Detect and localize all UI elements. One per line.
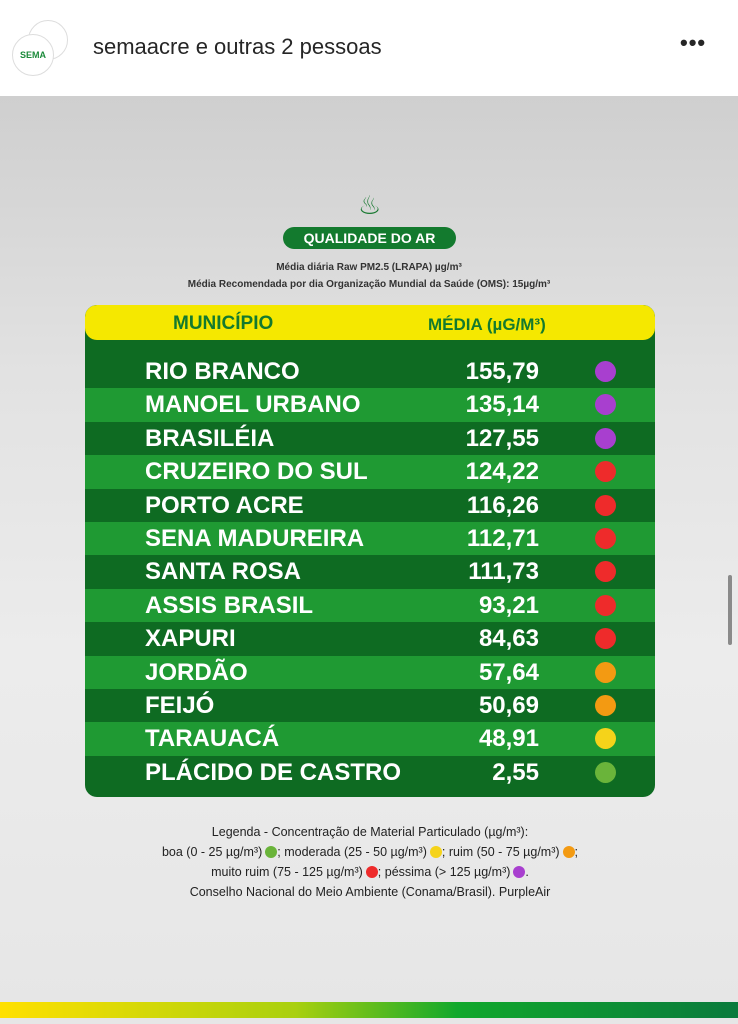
municipio-name: FEIJÓ (145, 691, 215, 719)
media-value: 155,79 (465, 358, 539, 385)
air-quality-badge: QUALIDADE DO AR (283, 227, 456, 249)
municipio-name: CRUZEIRO DO SUL (145, 458, 368, 486)
legend-line-3: muito ruim (75 - 125 µg/m³) ; péssima (> … (90, 862, 650, 882)
legend-sep: ; (574, 845, 579, 859)
media-value: 50,69 (478, 691, 539, 719)
purple-dot-icon (513, 866, 526, 878)
municipio-name: PLÁCIDO DE CASTRO (145, 758, 402, 786)
table-row: PLÁCIDO DE CASTRO 2,55 (85, 756, 655, 789)
media-value: 135,14 (465, 391, 539, 419)
legend: Legenda - Concentração de Material Parti… (90, 822, 650, 902)
media-value: 2,55 (492, 758, 539, 786)
municipio-name: PORTO ACRE (145, 491, 304, 519)
status-dot-icon (595, 394, 616, 416)
municipio-name: BRASILÉIA (145, 424, 275, 452)
table-row: CRUZEIRO DO SUL 124,22 (85, 455, 655, 489)
municipio-name: ASSIS BRASIL (145, 591, 314, 619)
more-horizontal-icon[interactable]: ••• (680, 30, 707, 55)
table-row: TARAUACÁ 48,91 (85, 722, 655, 756)
legend-source: Conselho Nacional do Meio Ambiente (Cona… (189, 885, 551, 899)
table-row: MANOEL URBANO 135,14 (85, 388, 655, 422)
col-media: MÉDIA (µG/M³) (428, 315, 546, 334)
legend-pessima: ; péssima (> 125 µg/m³) (377, 865, 511, 879)
avatar-logo-text: SEMA (19, 50, 46, 60)
smoke-icon: ♨ (358, 190, 382, 220)
media-value: 127,55 (465, 424, 539, 452)
media-value: 124,22 (465, 458, 539, 486)
legend-moderada: ; moderada (25 - 50 µg/m³) (277, 845, 427, 859)
table-row: FEIJÓ 50,69 (85, 689, 655, 722)
media-value: 112,71 (466, 524, 539, 552)
status-dot-icon (595, 694, 616, 716)
table-row: XAPURI 84,63 (85, 622, 655, 655)
scrollbar[interactable] (728, 575, 732, 645)
green-dot-icon (265, 846, 278, 858)
status-dot-icon (595, 628, 616, 650)
table-body: RIO BRANCO 155,79 MANOEL URBANO 135,14 BRASI… (85, 355, 655, 789)
media-value: 48,91 (478, 725, 539, 753)
legend-muito-ruim: muito ruim (75 - 125 µg/m³) (211, 865, 363, 879)
legend-ruim: ; ruim (50 - 75 µg/m³) (441, 845, 560, 859)
legend-title: Legenda - Concentração de Material Parti… (211, 825, 529, 839)
table-row: BRASILÉIA 127,55 (85, 422, 655, 455)
table-row: PORTO ACRE 116,26 (85, 489, 655, 522)
media-value: 93,21 (478, 591, 539, 619)
table-row: SANTA ROSA 111,73 (85, 555, 655, 588)
table-row: RIO BRANCO 155,79 (85, 355, 655, 388)
subtitle-oms: Média Recomendada por dia Organização Mu… (187, 279, 551, 290)
orange-dot-icon (562, 846, 575, 858)
post-authors[interactable]: semaacre e outras 2 pessoas (93, 34, 382, 59)
media-value: 57,64 (478, 658, 539, 686)
legend-boa: boa (0 - 25 µg/m³) (161, 845, 263, 859)
status-dot-icon (595, 561, 616, 583)
municipio-name: RIO BRANCO (145, 358, 300, 385)
legend-line-2: boa (0 - 25 µg/m³) ; moderada (25 - 50 µg… (90, 842, 650, 862)
municipio-name: MANOEL URBANO (145, 391, 361, 419)
media-value: 116,26 (466, 491, 539, 519)
table-row: ASSIS BRASIL 93,21 (85, 588, 655, 623)
media-value: 111,73 (468, 558, 539, 586)
red-dot-icon (365, 866, 378, 878)
municipio-name: TARAUACÁ (145, 725, 280, 753)
status-dot-icon (595, 527, 616, 549)
municipio-name: SANTA ROSA (145, 558, 301, 586)
table-row: SENA MADUREIRA 112,71 (85, 521, 655, 556)
yellow-dot-icon (429, 846, 442, 858)
legend-end: . (525, 865, 529, 879)
gradient-footer-bar (0, 1002, 738, 1018)
col-municipio: MUNICÍPIO (173, 313, 274, 334)
status-dot-icon (595, 494, 616, 516)
media-value: 84,63 (478, 625, 539, 653)
sema-avatar[interactable]: SEMA (12, 34, 54, 76)
status-dot-icon (595, 427, 616, 449)
status-dot-icon (595, 361, 616, 382)
post-header: SEMA semaacre e outras 2 pessoas ••• (0, 0, 738, 96)
status-dot-icon (595, 728, 616, 750)
subtitle-pm25: Média diária Raw PM2.5 (LRAPA) µg/m³ (276, 262, 462, 273)
table-header: MUNICÍPIO MÉDIA (µG/M³) (85, 305, 655, 340)
municipio-name: JORDÃO (145, 658, 248, 686)
status-dot-icon (595, 661, 616, 683)
municipio-name: XAPURI (145, 625, 236, 653)
status-dot-icon (595, 594, 616, 616)
status-dot-icon (595, 761, 616, 783)
air-quality-table: MUNICÍPIO MÉDIA (µG/M³) RIO BRANCO 155,79… (85, 305, 655, 797)
status-dot-icon (595, 461, 616, 483)
table-row: JORDÃO 57,64 (85, 655, 655, 689)
municipio-name: SENA MADUREIRA (145, 524, 365, 552)
